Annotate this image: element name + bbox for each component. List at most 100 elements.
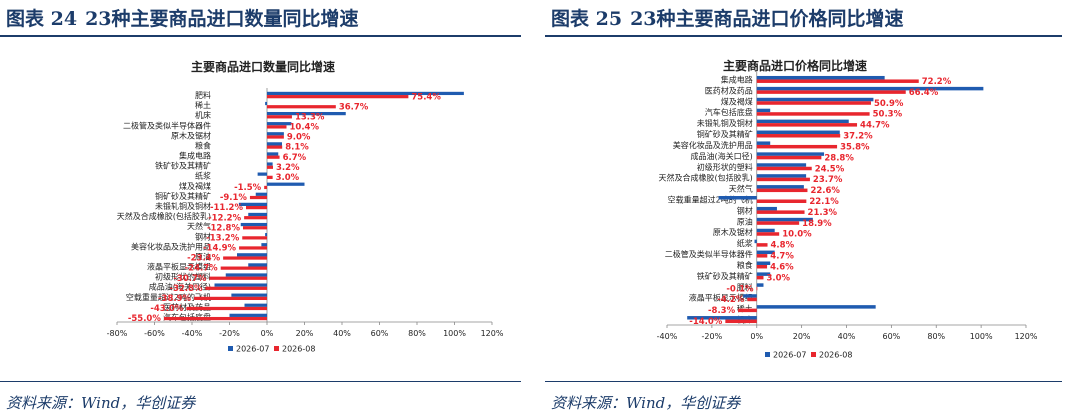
data-label: -55.0% bbox=[128, 314, 161, 324]
category-label: 美容化妆品及洗护用品 bbox=[131, 241, 211, 251]
category-label: 铜矿砂及其精矿 bbox=[697, 129, 753, 139]
bar-2026-07 bbox=[756, 97, 874, 102]
data-label: 22.6% bbox=[810, 186, 840, 196]
legend-label: 2026-08 bbox=[282, 345, 315, 354]
x-tick-label: 100% bbox=[443, 329, 466, 338]
x-tick-label: -20% bbox=[702, 332, 723, 341]
source-rule bbox=[0, 381, 521, 382]
bar-2026-08 bbox=[249, 195, 267, 200]
bar-2026-08 bbox=[756, 112, 870, 116]
category-label: 液晶平板显示模组 bbox=[689, 293, 753, 303]
x-tick-label: 40% bbox=[838, 332, 856, 341]
category-label: 二极管及类似半导体器件 bbox=[123, 120, 211, 130]
bar-2026-08 bbox=[756, 254, 768, 258]
bar-2026-08 bbox=[267, 125, 287, 129]
bar-2026-08 bbox=[756, 123, 858, 127]
category-label: 天然气 bbox=[187, 221, 211, 231]
title-rule bbox=[0, 35, 521, 37]
bar-2026-07 bbox=[267, 111, 346, 116]
bar-2026-08 bbox=[756, 177, 810, 182]
data-label: 72.2% bbox=[922, 77, 952, 87]
bar-2026-07 bbox=[261, 243, 267, 247]
category-label: 集成电路 bbox=[721, 74, 753, 84]
bar-2026-08 bbox=[246, 206, 267, 210]
bar-2026-08 bbox=[243, 226, 267, 230]
bar-2026-07 bbox=[248, 263, 267, 267]
category-label: 粮食 bbox=[737, 260, 753, 270]
bar-2026-07 bbox=[756, 283, 764, 287]
source-rule bbox=[545, 381, 1062, 382]
bar-2026-07 bbox=[267, 182, 305, 186]
data-label: 10.4% bbox=[290, 123, 320, 133]
data-label: -0.1% bbox=[726, 284, 754, 294]
data-label: -8.3% bbox=[708, 306, 736, 316]
bar-2026-07 bbox=[756, 108, 771, 113]
category-label: 铁矿砂及其精矿 bbox=[155, 161, 211, 171]
category-label: 二极管及类似半导体器件 bbox=[665, 249, 753, 259]
bar-2026-08 bbox=[756, 232, 780, 236]
data-label: 18.9% bbox=[802, 219, 832, 229]
bar-2026-07 bbox=[238, 202, 267, 206]
category-label: 空载重量超过2吨的飞机 bbox=[126, 292, 211, 302]
bar-2026-07 bbox=[225, 273, 267, 277]
bar-2026-07 bbox=[240, 222, 267, 227]
data-label: 21.3% bbox=[808, 208, 838, 218]
bar-2026-08 bbox=[756, 166, 812, 171]
category-label: 钢材 bbox=[195, 231, 211, 241]
source-note: 资料来源：Wind，华创证券 bbox=[6, 394, 196, 412]
bar-2026-08 bbox=[244, 216, 267, 220]
bar-2026-07 bbox=[267, 142, 282, 146]
bar-2026-07 bbox=[756, 217, 813, 222]
bar-2026-08 bbox=[756, 155, 822, 160]
bar-2026-07 bbox=[265, 101, 267, 106]
category-label: 钢材 bbox=[737, 205, 753, 215]
legend-swatch bbox=[274, 346, 279, 351]
data-label: 9.0% bbox=[287, 133, 311, 143]
bar-2026-07 bbox=[756, 141, 771, 145]
data-label: 3.0% bbox=[766, 273, 790, 283]
bar-2026-07 bbox=[756, 86, 984, 91]
bar-2026-07 bbox=[687, 316, 757, 320]
bar-2026-08 bbox=[756, 90, 906, 94]
category-label: 原木及锯材 bbox=[171, 130, 211, 140]
chart-title: 主要商品进口数量同比增速 bbox=[191, 59, 335, 74]
bar-2026-08 bbox=[163, 316, 267, 321]
bar-2026-08 bbox=[756, 134, 841, 138]
x-tick-label: 80% bbox=[927, 332, 945, 341]
data-label: 44.7% bbox=[860, 121, 890, 131]
data-label: -24.7% bbox=[185, 264, 218, 274]
bar-2026-08 bbox=[267, 145, 283, 149]
legend-swatch bbox=[811, 352, 816, 357]
legend-swatch bbox=[765, 352, 770, 357]
data-label: -1.5% bbox=[234, 183, 262, 193]
figure-panel-price: 图表 25 23种主要商品进口价格同比增速 主要商品进口价格同比增速 -40% -20… bbox=[545, 0, 1066, 418]
bar-2026-08 bbox=[209, 276, 267, 280]
x-tick-label: 120% bbox=[1015, 332, 1038, 341]
category-label: 初级形状的塑料 bbox=[697, 162, 753, 172]
bar-2026-07 bbox=[756, 250, 775, 255]
category-label: 天然气 bbox=[729, 184, 753, 194]
category-label: 汽车包括底盘 bbox=[705, 107, 753, 117]
bar-2026-08 bbox=[239, 246, 267, 250]
data-label: -4.2% bbox=[717, 295, 745, 305]
category-label: 成品油(海关口径) bbox=[149, 282, 211, 292]
x-tick-label: 80% bbox=[408, 329, 426, 338]
price-yoy-bar-chart: 主要商品进口价格同比增速 -40% -20% 0% 20% 40% 60% 80% 100% 12… bbox=[657, 58, 1038, 360]
bar-2026-07 bbox=[756, 261, 771, 265]
x-tick-label: -80% bbox=[107, 329, 128, 338]
figure-label: 图表 25 bbox=[551, 8, 623, 30]
category-label: 未锻轧铜及铜材 bbox=[155, 201, 211, 211]
category-label: 肥料 bbox=[737, 282, 753, 292]
bar-2026-08 bbox=[220, 266, 267, 270]
data-label: -13.2% bbox=[206, 233, 239, 243]
figure-panel-quantity: 图表 24 23种主要商品进口数量同比增速 主要商品进口数量同比增速 -80% -60… bbox=[0, 0, 525, 418]
bar-2026-08 bbox=[756, 286, 758, 291]
bar-2026-07 bbox=[756, 185, 804, 189]
category-label: 液晶平板显示模组 bbox=[147, 262, 211, 272]
bar-2026-08 bbox=[725, 319, 757, 324]
bar-2026-08 bbox=[267, 175, 273, 179]
x-tick-label: 60% bbox=[882, 332, 900, 341]
category-label: 原油 bbox=[737, 216, 753, 226]
bar-2026-07 bbox=[756, 75, 885, 80]
category-label: 空载重量超过2吨的飞机 bbox=[668, 195, 753, 205]
